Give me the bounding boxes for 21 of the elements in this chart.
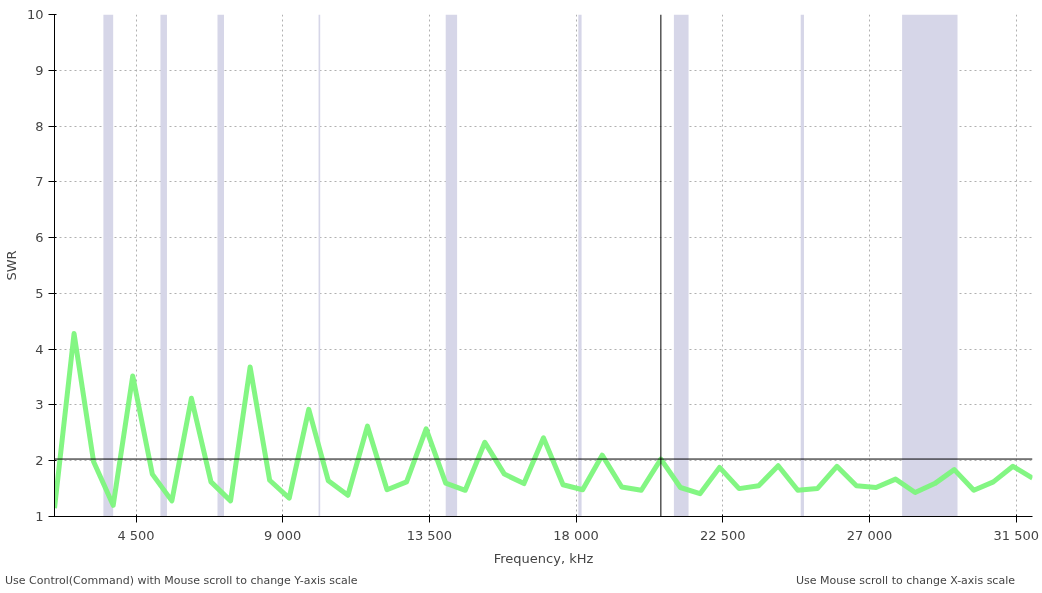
y-tick-label: 4 [35, 341, 44, 357]
y-tick-label: 9 [35, 62, 44, 78]
text: Use Mouse scroll to change X-axis scale [796, 573, 1015, 589]
x-tick-label: 22 500 [700, 527, 746, 543]
y-axis-title: SWR [3, 250, 19, 281]
y-tick-label: 3 [35, 397, 44, 413]
y-tick-label: 7 [35, 174, 44, 190]
x-tick-label: 27 000 [846, 527, 893, 543]
x-tick-label: 31 500 [993, 527, 1039, 543]
x-tick-label: 13 500 [406, 527, 453, 543]
y-tick-label: 10 [26, 7, 44, 22]
text: Use Control(Command) with Mouse scroll to change Y-axis scale [5, 573, 358, 589]
x-tick-label: 9 000 [264, 527, 302, 543]
y-tick-label: 1 [35, 509, 44, 524]
y-tick-label: 8 [35, 118, 44, 134]
y-tick-label: 6 [35, 230, 44, 246]
x-tick-label: 18 000 [553, 527, 599, 543]
y-tick-label: 5 [35, 285, 44, 301]
y-tick-label: 2 [35, 453, 44, 469]
x-axis-title: Frequency, kHz [493, 550, 594, 566]
x-tick-label: 4 500 [117, 527, 155, 543]
